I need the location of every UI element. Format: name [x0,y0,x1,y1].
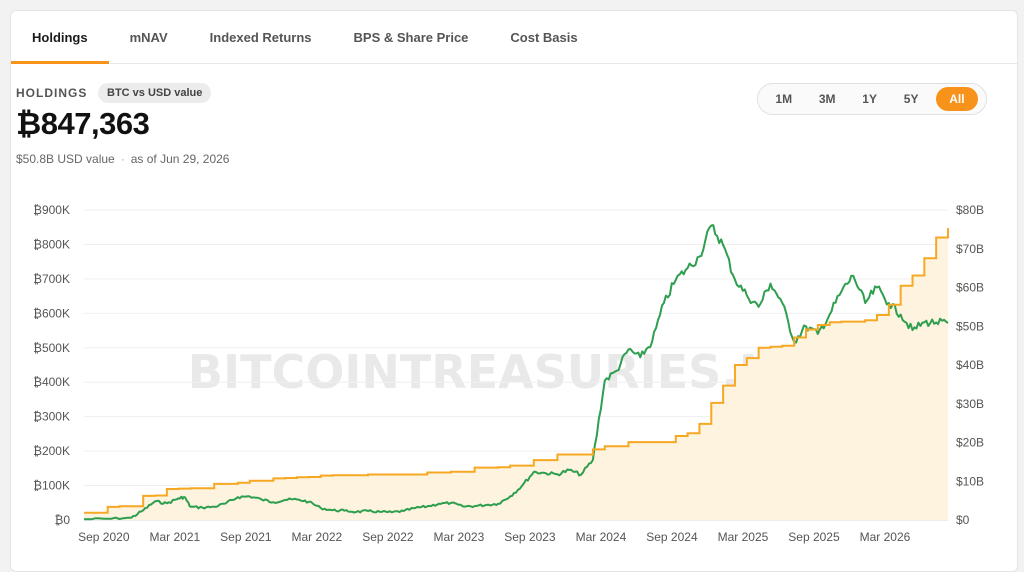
x-tick-label: Sep 2025 [788,530,840,544]
y-right-tick-label: $10B [956,474,984,488]
x-tick-label: Mar 2022 [292,530,343,544]
y-right-tick-label: $50B [956,319,984,333]
y-right-tick-label: $70B [956,242,984,256]
y-right-tick-label: $40B [956,358,984,372]
x-tick-label: Mar 2025 [718,530,769,544]
y-left-tick-label: ₿400K [33,375,70,389]
tab-bps-share-price[interactable]: BPS & Share Price [353,29,469,45]
btc-holdings-area [84,228,948,520]
usd-value: $50.8B USD value [16,152,115,166]
tab-mnav[interactable]: mNAV [129,29,168,45]
y-left-tick-label: ₿500K [33,341,70,355]
chart-tabs: Holdings mNAV Indexed Returns BPS & Shar… [11,11,1017,64]
holdings-chart: BITCOINTREASURIES.NET ₿0₿100K₿200K₿300K₿… [33,203,984,544]
range-1y-button[interactable]: 1Y [862,92,877,106]
y-left-tick-label: ₿0 [54,513,70,527]
y-right-tick-label: $0 [956,513,970,527]
y-left-tick-label: ₿300K [33,410,70,424]
x-tick-label: Mar 2024 [576,530,627,544]
x-tick-label: Sep 2024 [646,530,698,544]
tab-holdings[interactable]: Holdings [11,11,109,64]
y-right-tick-label: $20B [956,436,984,450]
time-range-selector: 1M 3M 1Y 5Y All [757,83,987,115]
y-left-tick-label: ₿800K [33,237,70,251]
y-left-tick-label: ₿700K [33,272,70,286]
x-tick-label: Sep 2023 [504,530,556,544]
range-3m-button[interactable]: 3M [818,92,836,106]
x-tick-label: Mar 2021 [149,530,200,544]
y-right-tick-label: $80B [956,203,984,217]
range-all-button[interactable]: All [936,87,978,111]
tab-indexed-returns[interactable]: Indexed Returns [209,29,312,45]
btc-holdings-line [84,228,949,514]
range-5y-button[interactable]: 5Y [903,92,919,106]
y-axis-left: ₿0 ₿100K ₿200K ₿300K ₿400K ₿500K ₿600K ₿700K ₿80… [33,203,70,527]
x-tick-label: Mar 2023 [434,530,485,544]
holdings-label: HOLDINGS [16,86,88,100]
x-tick-label: Sep 2021 [220,530,272,544]
x-tick-label: Mar 2026 [860,530,911,544]
holdings-subtext: $50.8B USD value · as of Jun 29, 2026 [16,152,229,166]
y-left-tick-label: ₿100K [33,479,70,493]
y-left-tick-label: ₿900K [33,203,70,217]
y-left-tick-label: ₿200K [33,444,70,458]
y-left-tick-label: ₿600K [33,306,70,320]
x-axis: Sep 2020 Mar 2021 Sep 2021 Mar 2022 Sep 2022… [78,530,911,544]
y-right-tick-label: $30B [956,397,984,411]
usd-value-line [83,224,949,521]
range-1m-button[interactable]: 1M [775,92,793,106]
separator-dot: · [120,152,125,166]
btc-vs-usd-chip: BTC vs USD value [98,83,212,103]
x-tick-label: Sep 2022 [362,530,414,544]
as-of-date: as of Jun 29, 2026 [130,152,230,166]
y-right-tick-label: $60B [956,281,984,295]
holdings-value: ₿847,363 [16,106,150,141]
tab-cost-basis[interactable]: Cost Basis [510,29,578,45]
y-axis-right: $0 $10B $20B $30B $40B $50B $60B $70B $80B [956,203,984,527]
x-tick-label: Sep 2020 [78,530,130,544]
